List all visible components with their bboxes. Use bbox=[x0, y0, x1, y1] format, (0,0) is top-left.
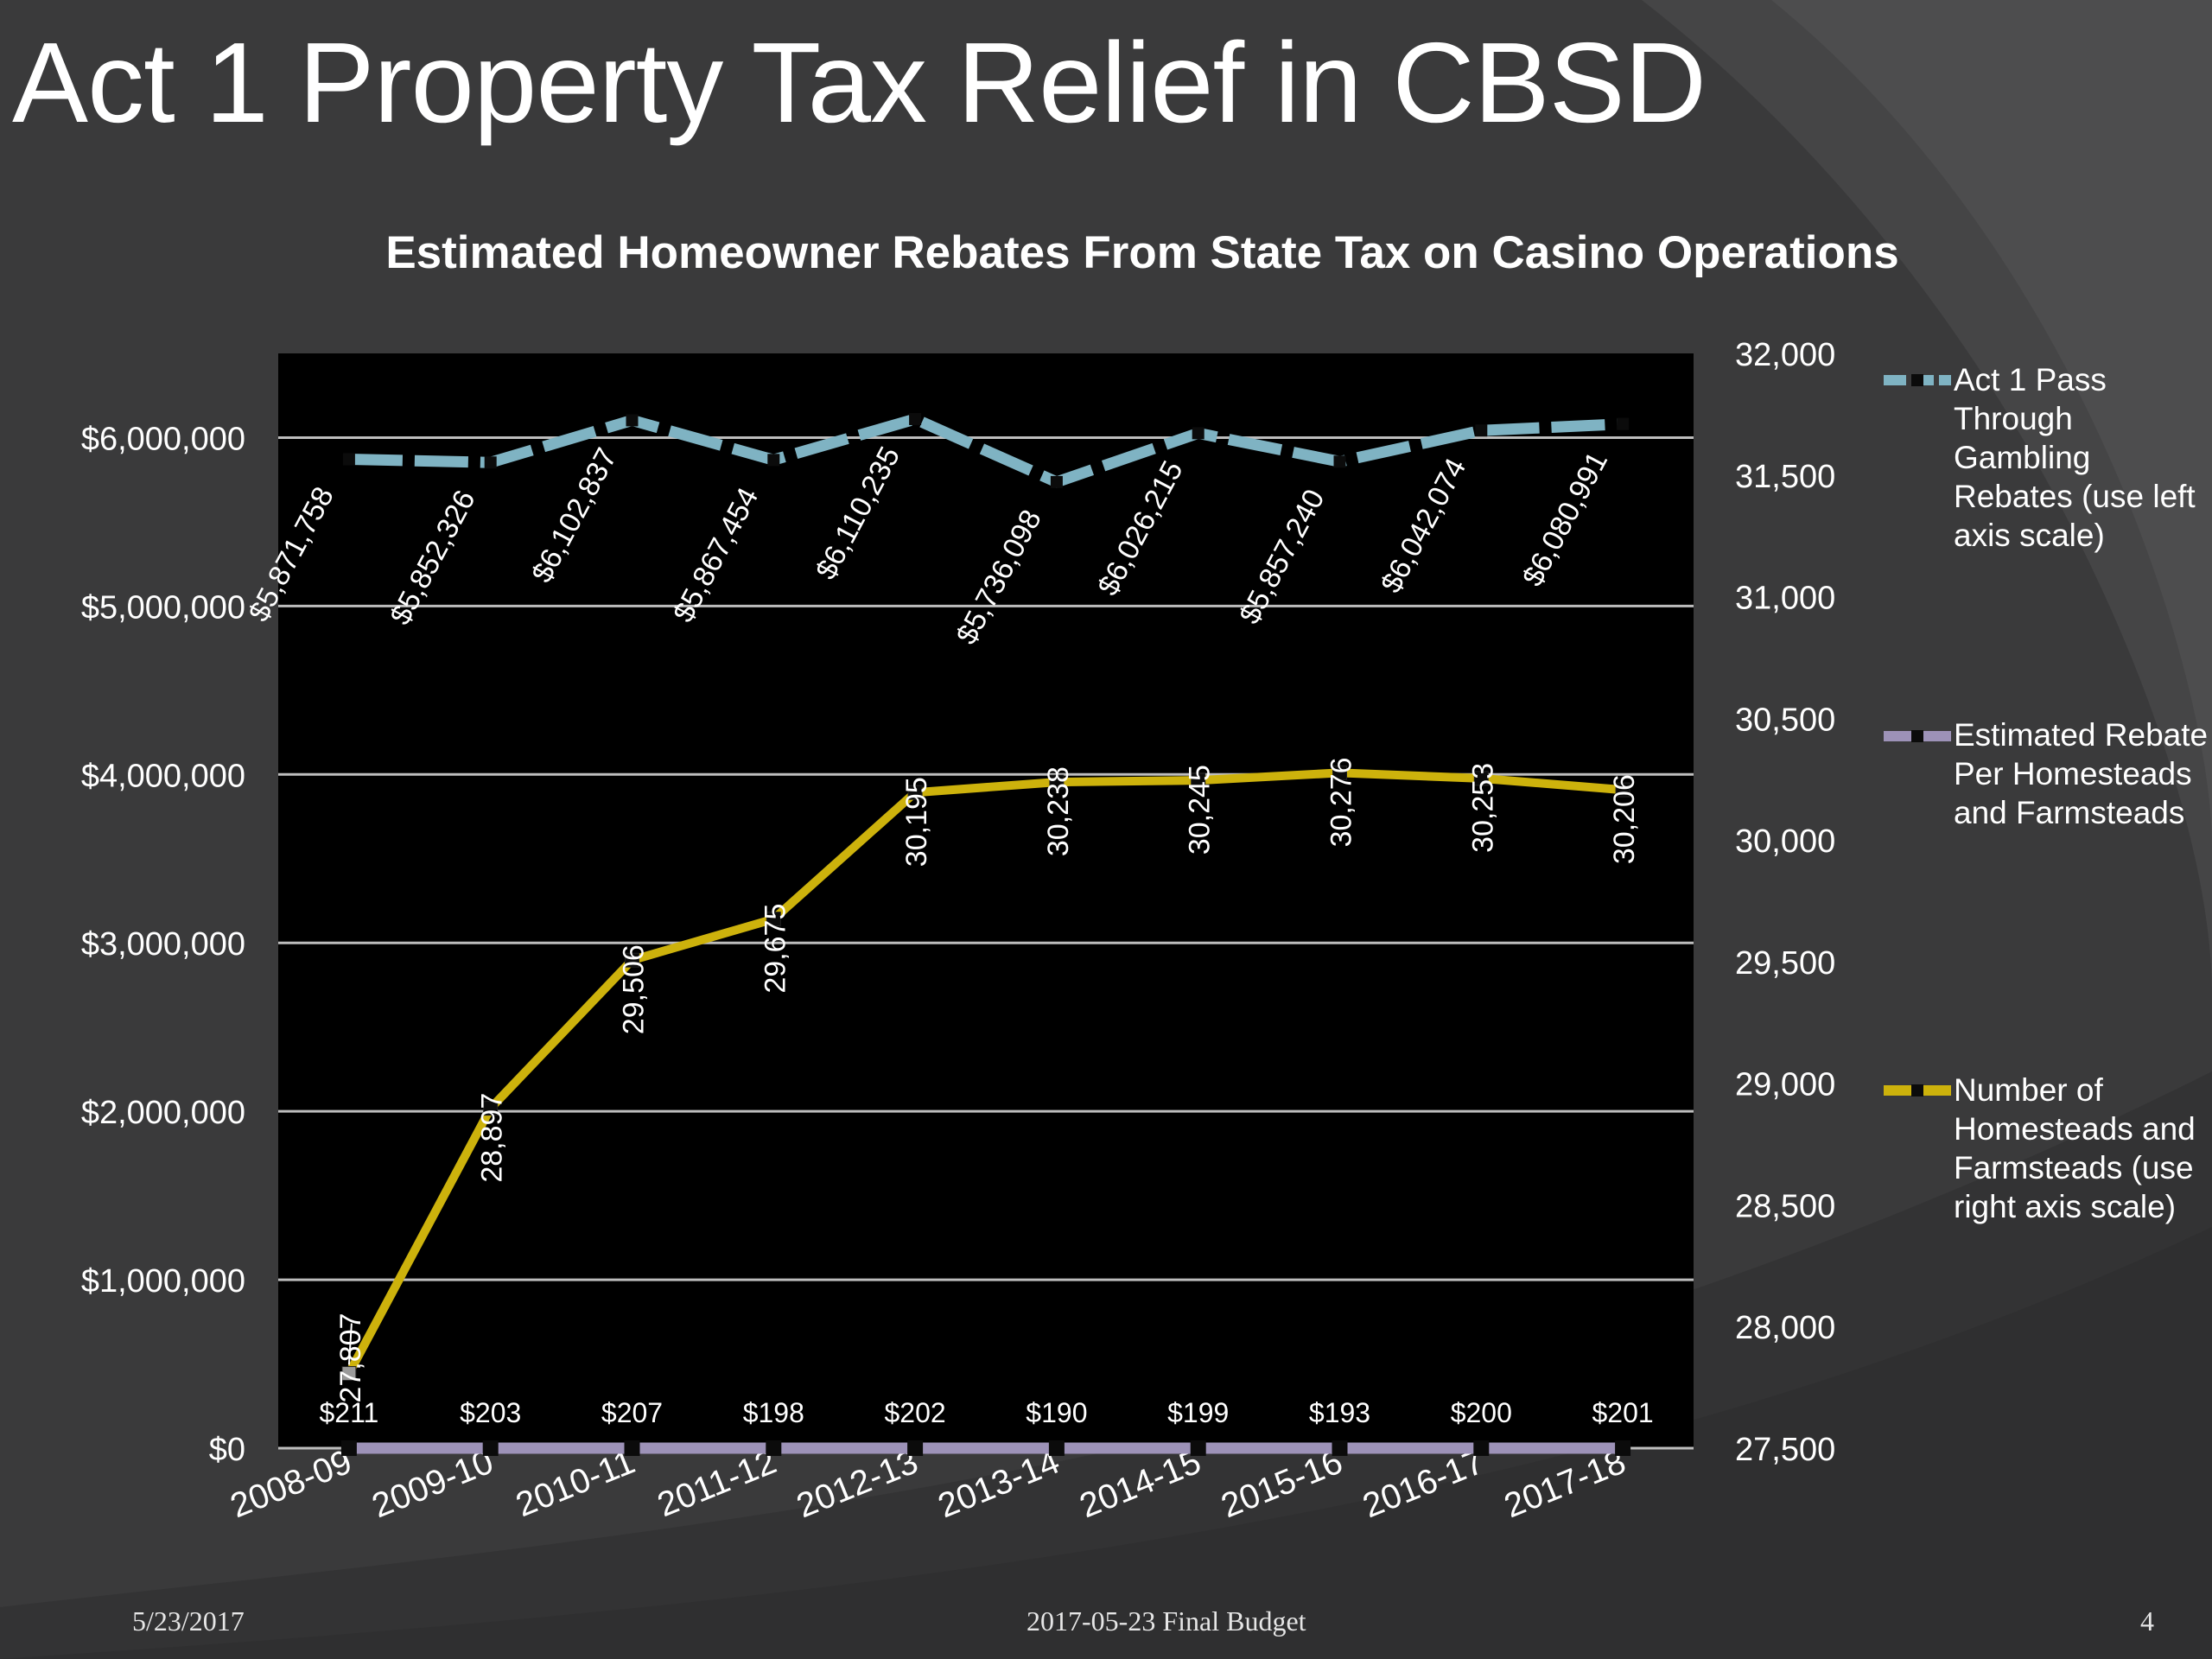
data-point-gambling-rebates bbox=[767, 454, 780, 467]
series-line-gambling-rebates bbox=[348, 413, 1624, 488]
y-right-tick-label: 28,000 bbox=[1735, 1310, 1835, 1346]
data-point-gambling-rebates bbox=[342, 453, 355, 466]
y-right-tick-label: 31,000 bbox=[1735, 581, 1835, 617]
slide-title: Act 1 Property Tax Relief in CBSD bbox=[12, 19, 1707, 146]
gridlines bbox=[278, 435, 1694, 1450]
legend-label-rebate-per-homestead: Estimated Rebate Per Homesteads and Farm… bbox=[1954, 717, 2209, 830]
data-label-rebate-per-homestead: $211 bbox=[319, 1397, 378, 1428]
data-label-number-of-homesteads: 28,897 bbox=[476, 1093, 509, 1183]
y-right-tick-label: 27,500 bbox=[1735, 1432, 1835, 1468]
data-point-rebate-per-homestead bbox=[340, 1440, 357, 1456]
footer-center-text: 2017-05-23 Final Budget bbox=[1027, 1605, 1306, 1637]
data-point-number-of-homesteads bbox=[1615, 782, 1630, 798]
data-point-rebate-per-homestead bbox=[1048, 1440, 1065, 1456]
data-label-rebate-per-homestead: $201 bbox=[1592, 1397, 1654, 1428]
y-right-tick-label: 29,500 bbox=[1735, 945, 1835, 982]
plot-area bbox=[278, 353, 1694, 1448]
data-point-number-of-homesteads bbox=[341, 1366, 357, 1382]
data-label-number-of-homesteads: 29,506 bbox=[618, 944, 651, 1034]
data-point-rebate-per-homestead bbox=[1473, 1440, 1490, 1456]
data-point-gambling-rebates bbox=[1333, 455, 1346, 468]
data-label-rebate-per-homestead: $190 bbox=[1026, 1397, 1087, 1428]
data-point-number-of-homesteads bbox=[1473, 771, 1489, 786]
data-point-gambling-rebates bbox=[1475, 424, 1488, 437]
data-point-rebate-per-homestead bbox=[1190, 1440, 1206, 1456]
y-right-tick-label: 30,000 bbox=[1735, 823, 1835, 860]
data-point-rebate-per-homestead bbox=[907, 1440, 924, 1456]
data-point-gambling-rebates bbox=[1192, 427, 1205, 440]
x-tick-label: 2017-18 bbox=[1499, 1443, 1631, 1526]
data-point-gambling-rebates bbox=[484, 456, 497, 469]
data-label-rebate-per-homestead: $207 bbox=[601, 1397, 663, 1428]
data-point-number-of-homesteads bbox=[483, 1101, 499, 1116]
data-label-rebate-per-homestead: $199 bbox=[1167, 1397, 1229, 1428]
legend-key-marker bbox=[1911, 1084, 1923, 1096]
y-left-tick-label: $3,000,000 bbox=[81, 926, 245, 963]
data-label-number-of-homesteads: 30,276 bbox=[1325, 757, 1358, 847]
x-tick-label: 2010-11 bbox=[511, 1443, 640, 1525]
data-point-rebate-per-homestead bbox=[1615, 1440, 1631, 1456]
x-tick-label: 2012-13 bbox=[791, 1443, 924, 1526]
data-label-rebate-per-homestead: $200 bbox=[1451, 1397, 1512, 1428]
y-left-tick-label: $1,000,000 bbox=[81, 1263, 245, 1300]
legend bbox=[1884, 374, 1951, 1096]
data-point-rebate-per-homestead bbox=[766, 1440, 782, 1456]
data-point-gambling-rebates bbox=[626, 414, 639, 427]
y-right-tick-label: 32,000 bbox=[1735, 337, 1835, 373]
data-point-number-of-homesteads bbox=[1049, 774, 1065, 790]
chart-title: Estimated Homeowner Rebates From State T… bbox=[385, 227, 1898, 278]
data-label-number-of-homesteads: 30,245 bbox=[1184, 765, 1217, 855]
y-right-tick-label: 29,000 bbox=[1735, 1067, 1835, 1103]
data-point-gambling-rebates bbox=[1617, 417, 1630, 430]
data-label-rebate-per-homestead: $193 bbox=[1309, 1397, 1370, 1428]
legend-key-marker bbox=[1911, 730, 1923, 742]
data-label-number-of-homesteads: 30,253 bbox=[1466, 763, 1499, 853]
data-label-rebate-per-homestead: $202 bbox=[885, 1397, 946, 1428]
footer-date: 5/23/2017 bbox=[132, 1605, 245, 1637]
y-right-tick-label: 28,500 bbox=[1735, 1188, 1835, 1224]
y-left-tick-label: $5,000,000 bbox=[81, 589, 245, 626]
data-label-number-of-homesteads: 27,807 bbox=[334, 1313, 367, 1403]
y-left-tick-label: $6,000,000 bbox=[81, 421, 245, 457]
data-label-number-of-homesteads: 30,206 bbox=[1608, 774, 1641, 864]
data-label-number-of-homesteads: 29,675 bbox=[759, 904, 791, 994]
y-axis-right: 27,500 28,000 28,500 29,000 29,500 30,000 30,5… bbox=[1735, 337, 1835, 1468]
y-left-tick-label: $4,000,000 bbox=[81, 758, 245, 794]
x-tick-label: 2014-15 bbox=[1074, 1443, 1206, 1526]
y-left-tick-label: $2,000,000 bbox=[81, 1095, 245, 1131]
data-label-number-of-homesteads: 30,238 bbox=[1042, 766, 1075, 856]
x-tick-label: 2011-12 bbox=[652, 1443, 782, 1525]
x-tick-label: 2016-17 bbox=[1357, 1443, 1490, 1526]
x-tick-label: 2015-16 bbox=[1216, 1443, 1348, 1526]
x-tick-label: 2009-10 bbox=[366, 1443, 499, 1526]
data-label-rebate-per-homestead: $203 bbox=[460, 1397, 521, 1428]
data-label-rebate-per-homestead: $198 bbox=[743, 1397, 804, 1428]
legend-label-number-of-homesteads: Number of Homesteads and Farmsteads (use… bbox=[1954, 1072, 2196, 1224]
y-axis-left: $0 $1,000,000 $2,000,000 $3,000,000 $4,000,0… bbox=[81, 421, 245, 1468]
legend-key-marker bbox=[1911, 374, 1923, 386]
y-right-tick-label: 30,500 bbox=[1735, 702, 1835, 738]
data-point-number-of-homesteads bbox=[625, 952, 639, 968]
page-number: 4 bbox=[2140, 1605, 2154, 1637]
x-axis: 2008-09 2009-10 2010-11 2011-12 2012-13 2013-… bbox=[226, 1443, 1631, 1526]
data-point-gambling-rebates bbox=[909, 412, 922, 425]
data-point-rebate-per-homestead bbox=[624, 1440, 640, 1456]
data-point-gambling-rebates bbox=[1050, 475, 1063, 488]
leader-line bbox=[347, 1323, 353, 1365]
data-point-number-of-homesteads bbox=[1191, 772, 1206, 788]
data-point-rebate-per-homestead bbox=[482, 1440, 499, 1456]
data-point-number-of-homesteads bbox=[766, 912, 781, 927]
series-line-number-of-homesteads bbox=[345, 768, 1624, 1376]
data-point-number-of-homesteads bbox=[907, 785, 923, 800]
data-point-rebate-per-homestead bbox=[1332, 1440, 1348, 1456]
y-right-tick-label: 31,500 bbox=[1735, 459, 1835, 495]
data-label-number-of-homesteads: 30,195 bbox=[900, 777, 933, 867]
data-point-number-of-homesteads bbox=[1332, 765, 1347, 780]
y-left-tick-label: $0 bbox=[209, 1432, 245, 1468]
legend-label-gambling-rebates: Act 1 Pass Through Gambling Rebates (use… bbox=[1954, 362, 2196, 553]
x-tick-label: 2013-14 bbox=[933, 1443, 1065, 1526]
